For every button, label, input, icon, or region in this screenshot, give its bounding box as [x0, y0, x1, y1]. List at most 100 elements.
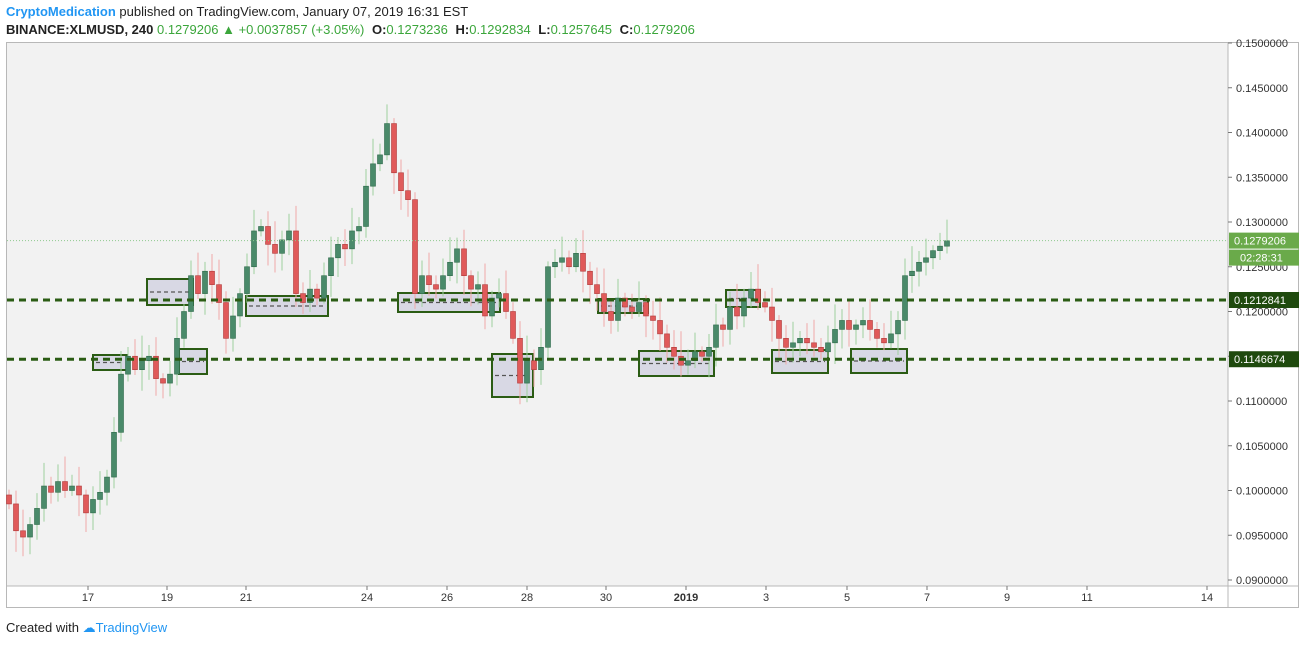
- candle-body: [867, 320, 873, 330]
- candle-body: [209, 270, 215, 285]
- candle-body: [685, 360, 691, 366]
- y-tick-label: 0.0950000: [1236, 530, 1288, 542]
- price-change: +0.0037857 (+3.05%): [238, 22, 365, 37]
- candle-body: [664, 333, 670, 348]
- candle-body: [748, 288, 754, 299]
- support-level-label: 0.1146674: [1234, 354, 1285, 366]
- candle-body: [643, 302, 649, 317]
- y-tick-label: 0.1000000: [1236, 486, 1288, 498]
- publish-info: CryptoMedication published on TradingVie…: [6, 4, 468, 19]
- x-tick-label: 5: [844, 592, 850, 604]
- candle-body: [391, 123, 397, 174]
- candle-body: [195, 275, 201, 294]
- y-tick-label: 0.1500000: [1236, 38, 1288, 50]
- x-tick-label: 14: [1201, 592, 1213, 604]
- candle-body: [671, 346, 677, 357]
- countdown-label: 02:28:31: [1240, 253, 1283, 265]
- support-level-label: 0.1212841: [1234, 295, 1286, 307]
- candle-body: [447, 261, 453, 276]
- candle-body: [139, 360, 145, 370]
- candle-body: [426, 275, 432, 285]
- candle-body: [202, 270, 208, 294]
- candle-body: [237, 293, 243, 317]
- candle-body: [216, 284, 222, 303]
- candle-body: [566, 257, 572, 268]
- candle-body: [342, 244, 348, 250]
- y-tick-label: 0.1050000: [1236, 441, 1288, 453]
- candle-body: [370, 163, 376, 187]
- candle-body: [944, 240, 950, 247]
- candle-body: [83, 494, 89, 514]
- candle-body: [146, 355, 152, 362]
- open-value: 0.1273236: [386, 22, 448, 37]
- candle-body: [496, 293, 502, 299]
- candle-body: [13, 503, 19, 532]
- candle-body: [440, 275, 446, 290]
- candle-body: [62, 481, 68, 491]
- open-label: O:: [371, 22, 387, 37]
- symbol-label: BINANCE:XLMUSD, 240: [6, 22, 154, 37]
- y-tick-label: 0.1350000: [1236, 172, 1288, 184]
- candle-body: [909, 270, 915, 277]
- candle-body: [384, 123, 390, 156]
- candle-body: [594, 284, 600, 294]
- close-label: C:: [619, 22, 634, 37]
- x-tick-label: 2019: [674, 592, 698, 604]
- candle-body: [818, 346, 824, 353]
- candle-body: [55, 481, 61, 493]
- support-level-tag: [1229, 292, 1299, 309]
- x-tick-label: 3: [763, 592, 769, 604]
- candle-body: [503, 293, 509, 312]
- candle-body: [48, 485, 54, 493]
- candle-body: [489, 297, 495, 317]
- candle-body: [69, 485, 75, 491]
- candle-body: [475, 284, 481, 290]
- tradingview-link[interactable]: TradingView: [95, 620, 168, 635]
- candle-body: [629, 306, 635, 312]
- last-price: 0.1279206: [156, 22, 219, 37]
- candle-body: [132, 355, 138, 370]
- candle-body: [41, 485, 47, 509]
- candle-body: [706, 346, 712, 357]
- candle-body: [615, 297, 621, 321]
- candle-body: [853, 324, 859, 330]
- candle-body: [27, 524, 33, 538]
- candle-body: [118, 373, 124, 433]
- candle-body: [699, 351, 705, 357]
- candle-body: [839, 320, 845, 330]
- high-value: 0.1292834: [469, 22, 531, 37]
- candle-body: [153, 355, 159, 379]
- candle-body: [601, 293, 607, 312]
- candle-body: [713, 324, 719, 348]
- candle-body: [776, 320, 782, 339]
- candle-body: [97, 491, 103, 500]
- candle-body: [762, 302, 768, 308]
- candle-body: [587, 270, 593, 285]
- candle-body: [482, 284, 488, 317]
- candle-body: [454, 248, 460, 263]
- candle-body: [76, 485, 82, 496]
- candle-body: [314, 288, 320, 299]
- author-link[interactable]: CryptoMedication: [6, 4, 116, 19]
- candle-body: [405, 190, 411, 200]
- candle-body: [608, 311, 614, 321]
- candle-body: [293, 230, 299, 294]
- x-tick-label: 21: [240, 592, 252, 604]
- x-tick-label: 7: [924, 592, 930, 604]
- high-label: H:: [455, 22, 470, 37]
- candle-body: [804, 338, 810, 344]
- candle-body: [846, 320, 852, 330]
- candle-body: [244, 266, 250, 294]
- y-tick-label: 0.1100000: [1236, 396, 1287, 408]
- candle-body: [727, 306, 733, 330]
- candle-body: [720, 324, 726, 330]
- candle-body: [251, 230, 257, 268]
- candle-body: [20, 530, 26, 538]
- candle-body: [356, 226, 362, 232]
- candle-body: [580, 253, 586, 272]
- candle-body: [258, 226, 264, 232]
- candle-body: [860, 320, 866, 326]
- candle-body: [160, 378, 166, 384]
- x-tick-label: 11: [1081, 592, 1092, 604]
